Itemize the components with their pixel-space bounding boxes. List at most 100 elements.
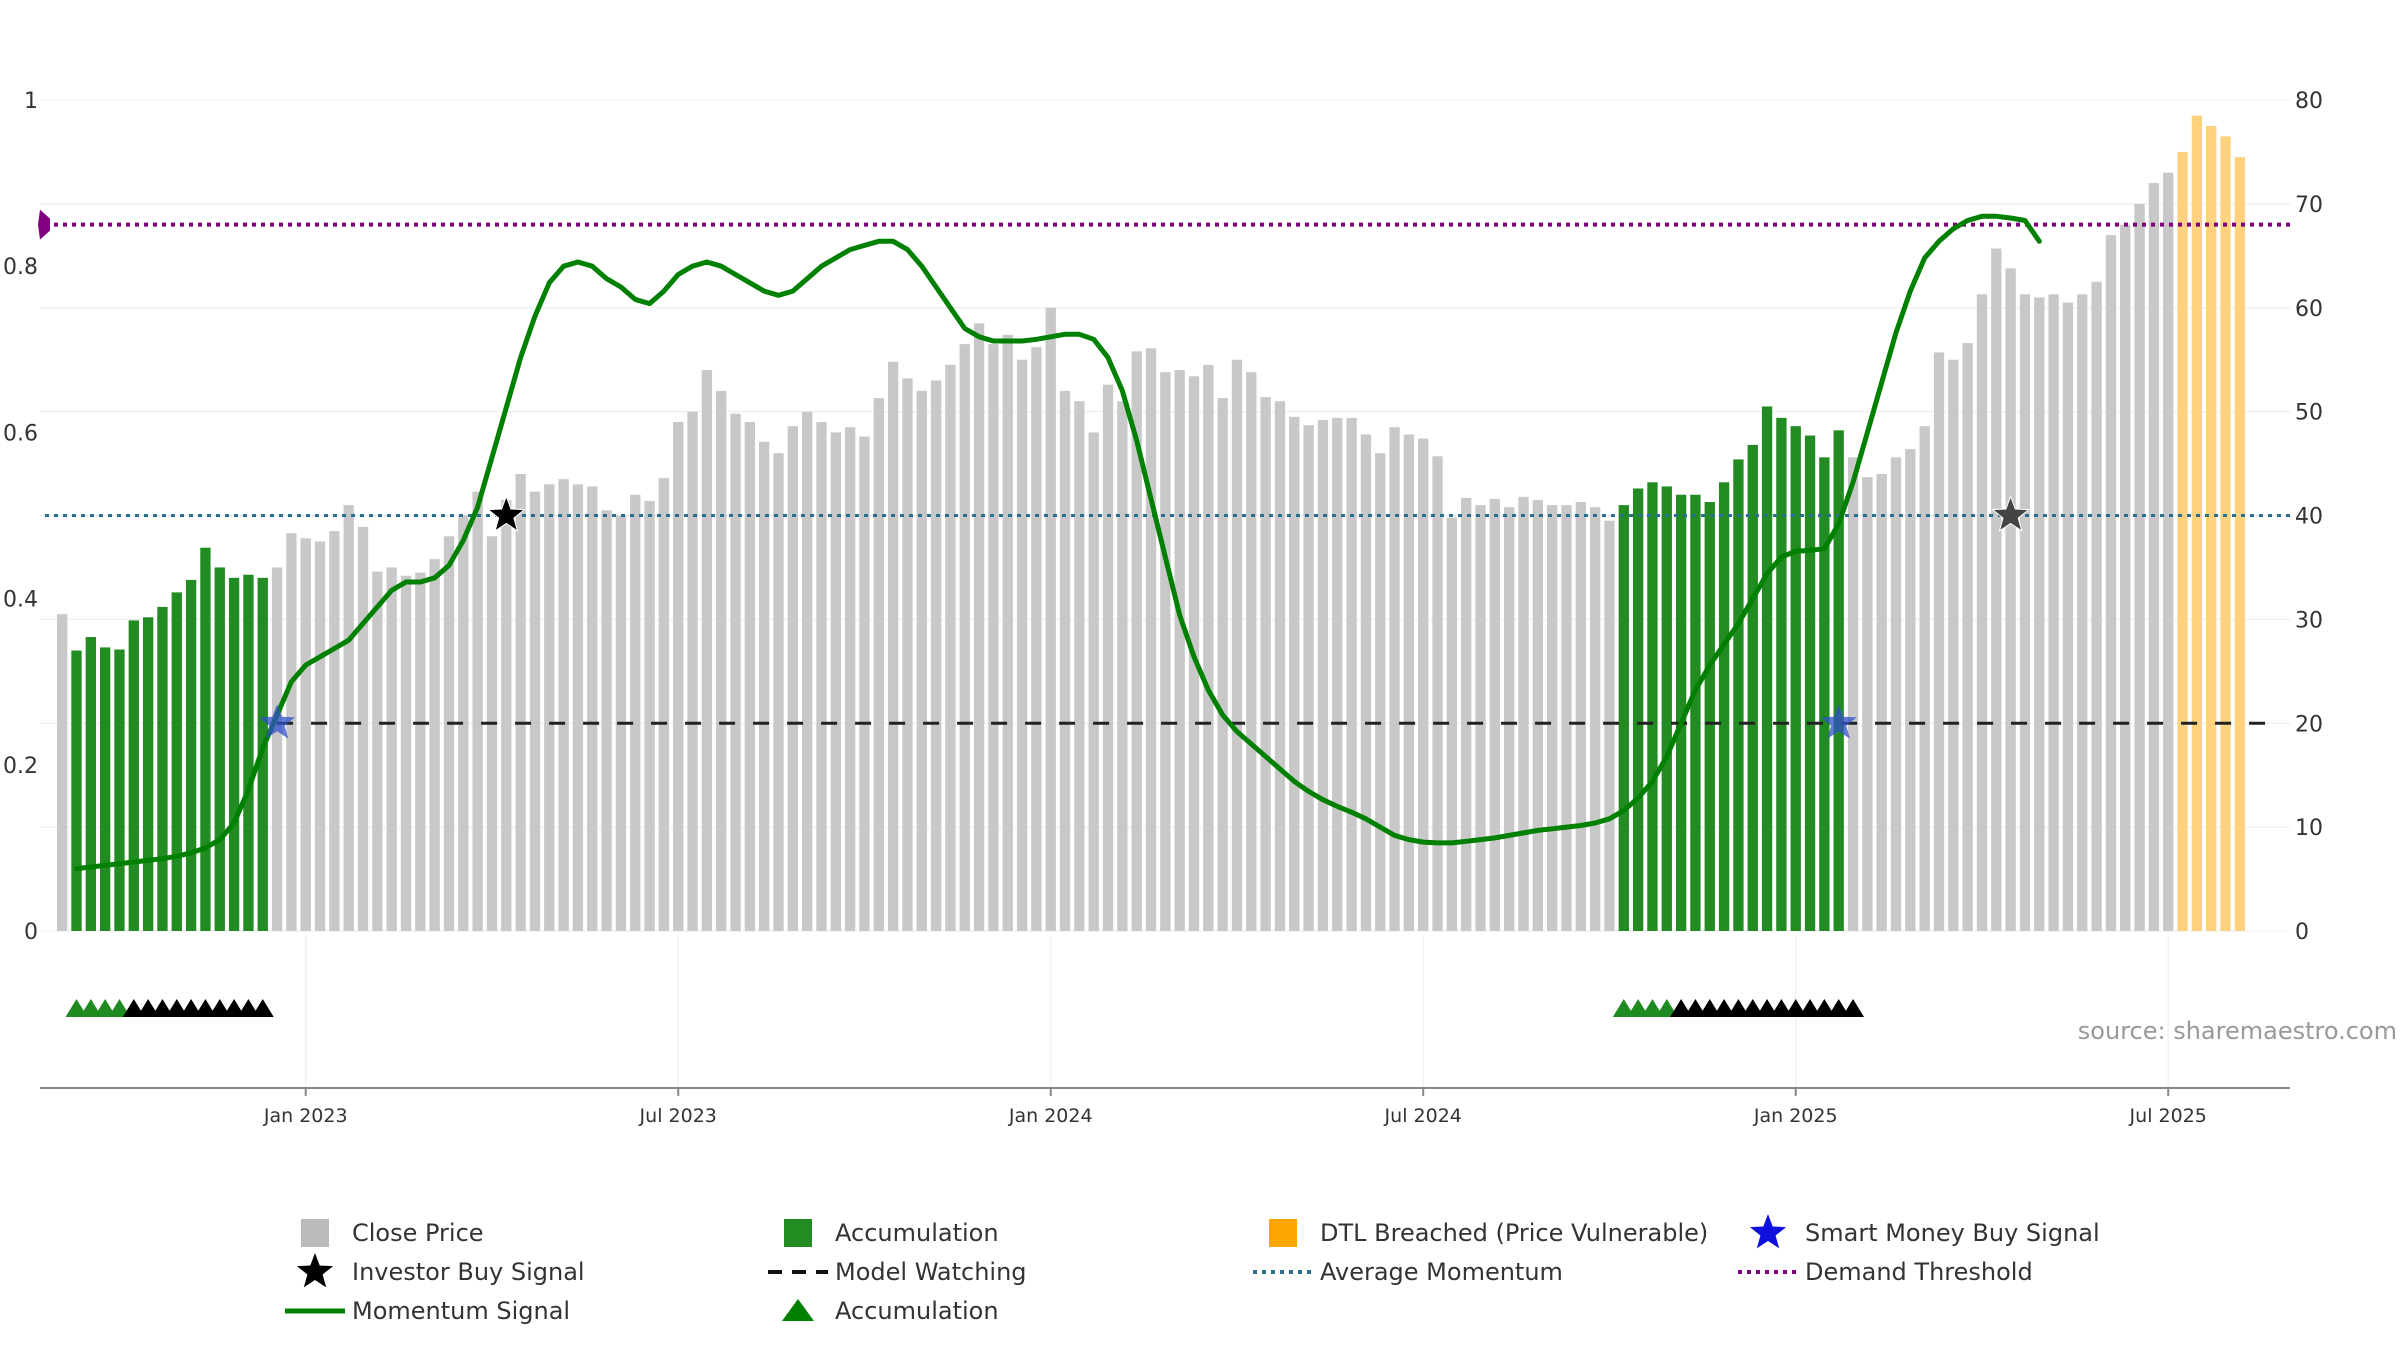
accumulation-bar	[1819, 457, 1830, 931]
accumulation-bar	[1647, 482, 1658, 931]
model-watching-triangle	[151, 999, 174, 1017]
accumulation-bar	[1718, 482, 1730, 931]
accumulation-triangle	[94, 999, 117, 1017]
accumulation-triangle	[1612, 999, 1635, 1017]
legend: Close Price Accumulation DTL Breached (Pri…	[285, 1214, 2100, 1325]
accumulation-bar	[1661, 486, 1672, 931]
accumulation-bar	[171, 592, 182, 931]
model-watching-triangle	[1827, 999, 1850, 1017]
accumulation-bar	[1675, 494, 1687, 931]
close-price-bar	[744, 422, 756, 931]
close-price-bar	[587, 486, 598, 931]
close-price-bar	[271, 567, 283, 931]
x-tick-label: Jan 2025	[1753, 1105, 1838, 1127]
close-price-bar	[1948, 359, 1959, 931]
model-watching-triangle	[1756, 999, 1779, 1017]
close-price-bar	[988, 344, 999, 931]
model-watching-triangle	[1727, 999, 1750, 1017]
close-price-bar	[2120, 224, 2131, 931]
y-left-tick-label: 0.8	[3, 255, 38, 280]
legend-label-dtl: DTL Breached (Price Vulnerable)	[1320, 1219, 1708, 1247]
y-left-tick-label: 0.2	[3, 754, 38, 779]
close-price-bar	[501, 499, 512, 931]
x-tick-label: Jul 2024	[1384, 1105, 1462, 1127]
close-price-bar	[1418, 438, 1429, 931]
close-price-bar	[544, 484, 555, 931]
accumulation-bar	[1833, 430, 1844, 931]
close-price-bar	[1016, 359, 1028, 931]
close-price-bar	[2163, 172, 2174, 931]
close-price-bar	[959, 344, 970, 931]
model-watching-triangle	[1713, 999, 1736, 1017]
close-price-bar	[2134, 203, 2145, 932]
close-price-bar	[458, 515, 469, 931]
close-price-bar	[759, 441, 770, 931]
accumulation-bar	[157, 606, 168, 931]
price-bars	[57, 115, 2246, 932]
close-price-bar	[386, 567, 397, 931]
legend-label-acc_tri: Accumulation	[835, 1297, 999, 1325]
accumulation-bar	[214, 567, 225, 931]
close-price-bar	[515, 473, 526, 931]
close-price-bar	[1461, 497, 1472, 931]
close-price-bar	[2148, 183, 2160, 932]
accumulation-bar	[228, 577, 240, 931]
close-price-bar	[2091, 281, 2102, 931]
legend-swatch-investor	[296, 1253, 334, 1288]
close-price-bar	[1604, 520, 1615, 931]
close-price-bar	[372, 571, 383, 931]
y-right-tick-label: 40	[2295, 505, 2323, 530]
model-watching-triangle	[1770, 999, 1793, 1017]
legend-label-demand: Demand Threshold	[1805, 1258, 2033, 1286]
accumulation-bar	[185, 579, 197, 931]
close-price-bar	[1031, 347, 1042, 932]
close-price-bar	[1145, 348, 1157, 931]
close-price-bar	[1547, 505, 1558, 931]
close-price-bar	[429, 559, 440, 931]
reference-lines	[38, 209, 2290, 725]
y-left-tick-label: 1	[24, 89, 38, 114]
close-price-bar	[1117, 401, 1128, 931]
legend-label-avgmom: Average Momentum	[1320, 1258, 1563, 1286]
accumulation-bar	[200, 547, 211, 931]
close-price-bar	[1332, 417, 1343, 931]
close-price-bar	[400, 575, 412, 931]
dtl-breached-bar	[2177, 151, 2188, 931]
accumulation-bar	[99, 647, 111, 931]
dtl-breached-bar	[2206, 125, 2217, 932]
accumulation-bar	[1747, 444, 1758, 931]
close-price-bar	[1002, 334, 1013, 931]
close-price-bar	[1360, 434, 1372, 931]
close-price-bar	[859, 436, 870, 931]
close-price-bar	[1933, 352, 1945, 931]
close-price-bar	[486, 536, 498, 931]
close-price-bar	[57, 614, 68, 931]
close-price-bar	[1088, 432, 1099, 931]
close-price-bar	[873, 398, 884, 931]
source-text: source: sharemaestro.com	[2078, 1017, 2397, 1045]
accumulation-bar	[1704, 502, 1715, 931]
model-watching-triangle	[165, 999, 188, 1017]
accumulation-triangle	[1641, 999, 1664, 1017]
model-watching-triangle	[251, 999, 274, 1017]
x-tick-label: Jan 2024	[1008, 1105, 1093, 1127]
investor-buy-signal	[1991, 495, 2031, 533]
close-price-bar	[1962, 343, 1973, 931]
close-price-bar	[1589, 507, 1601, 931]
close-price-bar	[1160, 372, 1171, 931]
close-price-bar	[802, 411, 813, 932]
accumulation-triangle	[108, 999, 131, 1017]
close-price-bar	[1102, 384, 1114, 931]
close-price-bar	[787, 426, 798, 931]
close-price-bar	[443, 536, 455, 931]
close-price-bar	[1317, 419, 1329, 931]
legend-swatch-close	[301, 1219, 329, 1247]
x-tick-label: Jul 2023	[639, 1105, 717, 1127]
y-right-tick-label: 50	[2295, 401, 2323, 426]
accumulation-bar	[142, 617, 154, 931]
close-price-bar	[286, 533, 297, 931]
y-left-tick-label: 0.4	[3, 588, 38, 613]
close-price-bar	[673, 422, 684, 931]
close-price-bar	[1246, 372, 1257, 931]
model-watching-triangle	[1670, 999, 1693, 1017]
